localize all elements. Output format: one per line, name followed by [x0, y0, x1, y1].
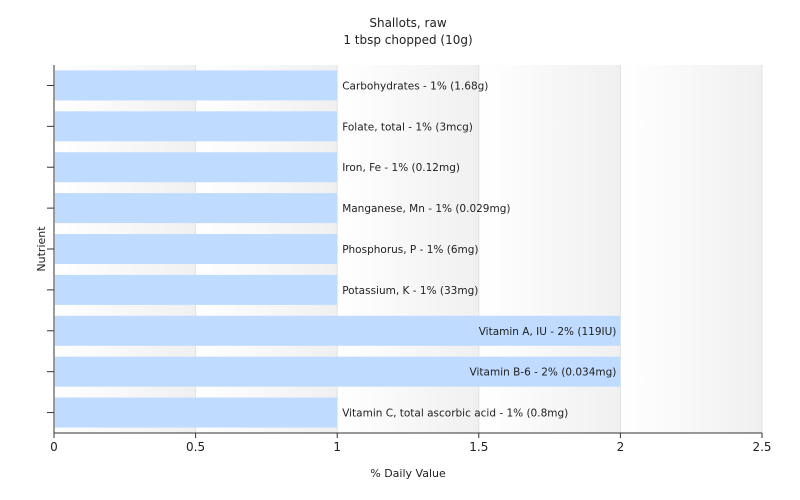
bar-label: Phosphorus, P - 1% (6mg) — [342, 244, 478, 256]
bar-label: Iron, Fe - 1% (0.12mg) — [342, 162, 460, 174]
x-tick-label: 1.5 — [469, 440, 488, 454]
bar — [55, 397, 338, 428]
plot-band — [620, 65, 762, 433]
bar — [55, 111, 338, 142]
x-axis-label: % Daily Value — [370, 467, 446, 480]
bar — [55, 274, 338, 305]
x-tick-label: 2.5 — [752, 440, 771, 454]
y-axis-label: Nutrient — [35, 226, 48, 272]
bar — [55, 356, 621, 387]
bar-label: Manganese, Mn - 1% (0.029mg) — [342, 203, 510, 215]
bar — [55, 152, 338, 183]
axes: 0 0.5 1 1.5 2 2.5 — [47, 65, 772, 454]
bar-label: Vitamin B-6 - 2% (0.034mg) — [470, 367, 617, 379]
bar — [55, 193, 338, 224]
x-tick-label: 0 — [50, 440, 58, 454]
bar — [55, 70, 338, 101]
x-tick-label: 1 — [333, 440, 341, 454]
chart-title: Shallots, raw — [369, 16, 446, 30]
bar — [55, 234, 338, 264]
x-tick-label: 0.5 — [186, 440, 205, 454]
bar-label: Vitamin C, total ascorbic acid - 1% (0.8… — [342, 408, 568, 420]
bar-label: Carbohydrates - 1% (1.68g) — [342, 80, 488, 92]
bar-label: Potassium, K - 1% (33mg) — [342, 285, 478, 297]
bar-label: Vitamin A, IU - 2% (119IU) — [479, 326, 617, 338]
bar-labels: Carbohydrates - 1% (1.68g) Folate, total … — [342, 80, 616, 419]
bars — [55, 70, 621, 428]
x-tick-label: 2 — [617, 440, 625, 454]
bar — [55, 315, 621, 346]
chart-subtitle: 1 tbsp chopped (10g) — [343, 33, 472, 47]
bar-label: Folate, total - 1% (3mcg) — [342, 121, 473, 133]
